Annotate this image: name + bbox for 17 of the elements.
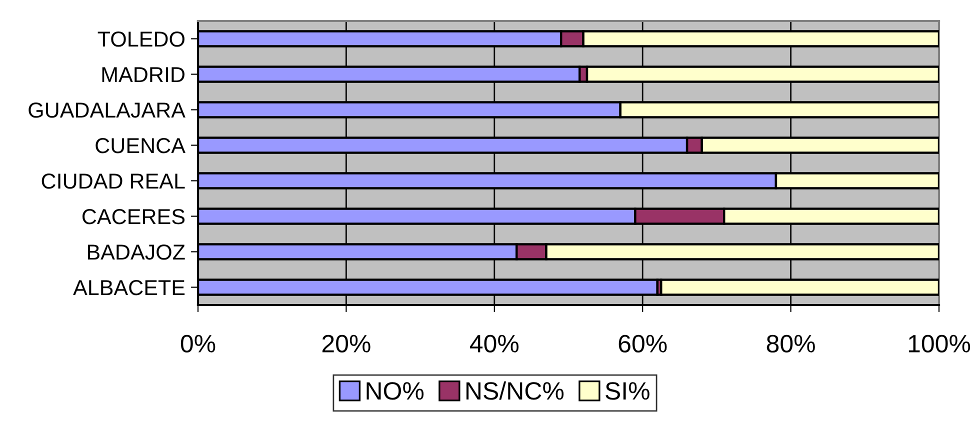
y-tick-label: CUENCA xyxy=(96,138,186,154)
legend-label: SI% xyxy=(606,382,650,400)
x-tick-label: 0% xyxy=(180,334,216,353)
y-tick-label: ALBACETE xyxy=(73,280,185,296)
y-tick-label: BADAJOZ xyxy=(88,244,185,260)
y-tick-label: CIUDAD REAL xyxy=(42,174,185,189)
y-tick-label: GUADALAJARA xyxy=(28,102,186,118)
x-tick-label: 20% xyxy=(322,334,370,353)
legend-label: NS/NC% xyxy=(466,381,564,400)
x-tick-label: 40% xyxy=(470,334,519,353)
y-tick-label: MADRID xyxy=(102,67,184,82)
y-tick-label: TOLEDO xyxy=(98,32,184,47)
y-tick-label: CACERES xyxy=(82,209,185,224)
legend-label: NO% xyxy=(366,382,424,400)
x-tick-label: 80% xyxy=(766,334,815,353)
x-tick-label: 100% xyxy=(908,334,970,353)
x-tick-label: 60% xyxy=(618,334,667,353)
